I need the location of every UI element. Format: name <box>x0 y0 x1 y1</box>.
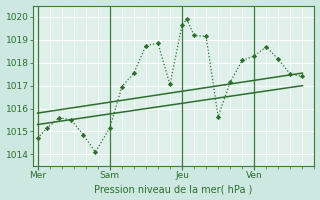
X-axis label: Pression niveau de la mer( hPa ): Pression niveau de la mer( hPa ) <box>94 184 253 194</box>
